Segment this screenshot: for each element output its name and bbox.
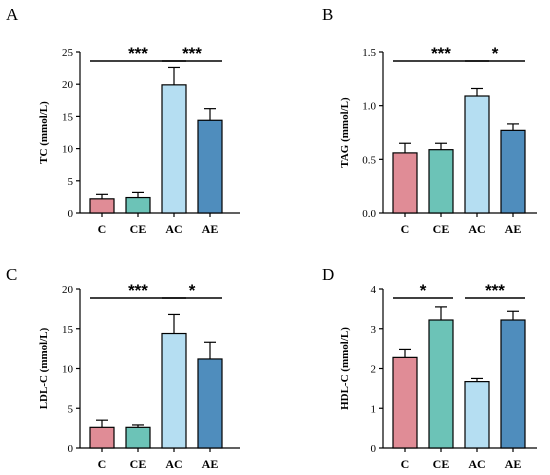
y-tick-label: 0 [68, 208, 74, 220]
y-tick-label: 10 [62, 364, 74, 376]
bar-c [89, 426, 115, 449]
y-tick-label: 1 [371, 403, 377, 415]
bar-c [392, 356, 418, 449]
bar-ce [428, 319, 454, 449]
significance-label: *** [182, 44, 202, 63]
y-axis-title: LDL-C (mmol/L) [38, 327, 50, 409]
panel-letter: A [6, 5, 19, 24]
x-category-label: CE [130, 222, 147, 236]
y-tick-label: 20 [62, 284, 74, 296]
significance-label: * [492, 44, 499, 63]
y-tick-label: 2 [371, 364, 377, 376]
x-category-label: C [401, 222, 410, 236]
panel-letter: B [322, 5, 333, 24]
panel-letter: C [6, 265, 17, 284]
x-category-label: C [98, 222, 107, 236]
y-axis-title: TAG (mmol/L) [339, 97, 351, 168]
bar-ce [428, 149, 454, 214]
y-tick-label: 4 [371, 284, 377, 296]
significance-label: *** [431, 44, 451, 63]
bar-ae [500, 129, 526, 214]
y-tick-label: 0 [371, 443, 377, 455]
significance-label: *** [128, 44, 148, 63]
bar-ac [161, 332, 187, 449]
y-axis-title: TC (mmol/L) [38, 101, 50, 164]
x-category-label: AE [202, 222, 219, 236]
bar-ac [464, 381, 490, 449]
bar-ce [125, 426, 151, 449]
y-tick-label: 0 [68, 443, 74, 455]
x-category-label: AE [202, 457, 219, 471]
x-category-label: AC [165, 222, 182, 236]
bar-ac [161, 84, 187, 214]
y-tick-label: 10 [62, 144, 74, 156]
y-tick-label: 25 [62, 47, 74, 59]
bar-ae [197, 358, 223, 449]
significance-label: * [189, 281, 196, 300]
x-category-label: AC [468, 222, 485, 236]
y-tick-label: 15 [62, 324, 74, 336]
y-tick-label: 1.0 [362, 101, 376, 113]
x-category-label: AE [505, 457, 522, 471]
y-tick-label: 3 [371, 324, 377, 336]
significance-label: *** [485, 281, 505, 300]
y-axis-title: HDL-C (mmol/L) [339, 327, 351, 410]
bar-c [392, 152, 418, 214]
y-tick-label: 5 [68, 176, 74, 188]
x-category-label: AC [468, 457, 485, 471]
x-category-label: AC [165, 457, 182, 471]
x-category-label: CE [130, 457, 147, 471]
y-tick-label: 1.5 [362, 47, 376, 59]
significance-label: * [420, 281, 427, 300]
significance-label: *** [128, 281, 148, 300]
bar-ac [464, 95, 490, 214]
y-tick-label: 20 [62, 79, 74, 91]
y-tick-label: 0.0 [362, 208, 376, 220]
bar-ce [125, 196, 151, 214]
bar-ae [500, 319, 526, 449]
y-tick-label: 0.5 [362, 154, 376, 166]
y-tick-label: 5 [68, 403, 74, 415]
bar-ae [197, 119, 223, 214]
x-category-label: AE [505, 222, 522, 236]
bar-c [89, 198, 115, 214]
x-category-label: CE [433, 222, 450, 236]
x-category-label: C [98, 457, 107, 471]
x-category-label: CE [433, 457, 450, 471]
panel-a: A TC (mmol/L) 0 5 10 15 20 25 C CE AC AE *** *** [6, 5, 240, 236]
x-category-label: C [401, 457, 410, 471]
panel-letter: D [322, 265, 334, 284]
y-tick-label: 15 [62, 111, 74, 123]
